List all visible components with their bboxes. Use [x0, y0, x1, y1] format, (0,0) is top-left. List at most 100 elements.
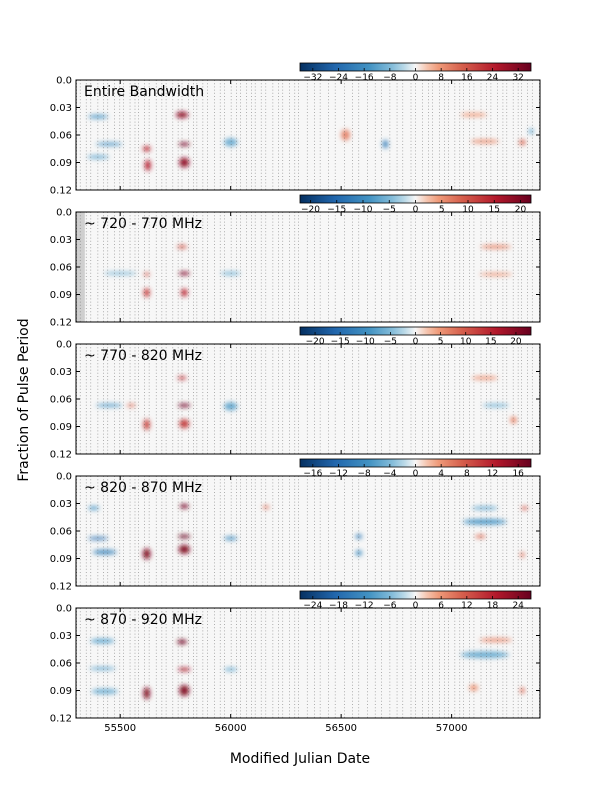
colorbar: −20 −15 −10 −5 0 5 10 15 20	[299, 194, 532, 215]
negative-residual-feature	[482, 403, 510, 408]
x-tick-label: 56500	[325, 723, 357, 734]
negative-residual-feature	[92, 549, 117, 555]
y-tick-label: 0.12	[50, 318, 72, 329]
positive-residual-feature	[178, 667, 191, 672]
colorbar-tick-label: −8	[358, 469, 372, 479]
colorbar-tick-label: −4	[383, 469, 397, 479]
panel-4: 0.0 0.03 0.06 0.09 0.12 ~ 820 - 870 MHz −16 −12…	[50, 458, 541, 593]
plot-background	[76, 344, 540, 454]
negative-residual-feature	[224, 667, 238, 672]
positive-residual-feature	[460, 113, 487, 117]
colorbar-tick-label: −12	[329, 469, 348, 479]
plot-background	[76, 476, 540, 586]
y-tick-label: 0.12	[50, 714, 72, 725]
positive-residual-feature	[175, 111, 189, 119]
positive-residual-feature	[178, 534, 191, 539]
x-axis-label: Modified Julian Date	[230, 751, 370, 767]
colorbar-tick-label: −20	[301, 205, 320, 215]
negative-residual-feature	[382, 140, 389, 149]
heatmap-content	[76, 344, 540, 454]
panel-2: 0.0 0.03 0.06 0.09 0.12 ~ 720 - 770 MHz −20 −15…	[50, 194, 541, 329]
panel-title: ~ 720 - 770 MHz	[84, 216, 202, 232]
colorbar-tick-label: 0	[413, 337, 419, 347]
colorbar-tick-label: −18	[329, 601, 348, 611]
plot-background	[76, 608, 540, 718]
positive-residual-feature	[143, 272, 150, 277]
positive-residual-feature	[179, 503, 189, 509]
positive-residual-feature	[143, 687, 151, 700]
positive-residual-feature	[179, 685, 190, 696]
colorbar-tick-label: 15	[489, 205, 500, 215]
plot-background	[76, 212, 540, 322]
negative-residual-feature	[460, 651, 510, 658]
heatmap-content	[76, 476, 540, 586]
colorbar-tick-label: −20	[306, 337, 325, 347]
colorbar-tick-label: 16	[461, 73, 473, 83]
y-tick-label: 0.06	[50, 395, 72, 406]
y-tick-label: 0.0	[56, 472, 72, 483]
y-tick-label: 0.09	[50, 290, 72, 301]
colorbar-tick-label: 5	[438, 337, 444, 347]
colorbar: −20 −15 −10 −5 0 5 10 15 20	[299, 326, 532, 347]
positive-residual-feature	[177, 245, 188, 249]
negative-residual-feature	[224, 138, 238, 147]
negative-residual-feature	[91, 688, 118, 695]
colorbar-tick-label: −12	[355, 601, 374, 611]
x-tick-label: 56000	[215, 723, 247, 734]
panel-1: 0.0 0.03 0.06 0.09 0.12 Entire Bandwidth −32 −2…	[50, 62, 541, 197]
heatmap-content	[76, 212, 540, 322]
colorbar: −16 −12 −8 −4 0 4 8 12 16	[299, 458, 532, 479]
colorbar-tick-label: −5	[384, 337, 397, 347]
positive-residual-feature	[144, 159, 151, 171]
panel-title: ~ 770 - 820 MHz	[84, 348, 202, 364]
positive-residual-feature	[178, 271, 190, 276]
positive-residual-feature	[179, 157, 190, 168]
colorbar-tick-label: 8	[438, 73, 444, 83]
panel-3: 0.0 0.03 0.06 0.09 0.12 ~ 770 - 820 MHz −20 −15…	[50, 326, 541, 461]
negative-residual-feature	[220, 271, 241, 276]
positive-residual-feature	[479, 638, 513, 642]
y-tick-label: 0.09	[50, 422, 72, 433]
colorbar-tick-label: −8	[383, 73, 397, 83]
colorbar-tick-label: 12	[461, 601, 472, 611]
positive-residual-feature	[480, 245, 512, 249]
y-tick-label: 0.12	[50, 450, 72, 461]
positive-residual-feature	[510, 416, 517, 424]
heatmap-content	[76, 608, 540, 718]
colorbar-tick-label: −10	[354, 205, 373, 215]
colorbar-tick-label: −15	[331, 337, 350, 347]
colorbar-tick-label: 5	[439, 205, 445, 215]
negative-residual-feature	[90, 638, 115, 644]
positive-residual-feature	[179, 419, 190, 429]
positive-residual-feature	[469, 684, 479, 691]
colorbar-tick-label: 15	[485, 337, 496, 347]
negative-residual-feature	[462, 519, 507, 525]
panel-title: ~ 870 - 920 MHz	[84, 612, 202, 628]
colorbar-tick-label: 10	[460, 337, 472, 347]
x-tick-label: 55500	[104, 723, 136, 734]
y-tick-label: 0.0	[56, 76, 72, 87]
colorbar-tick-label: 10	[462, 205, 474, 215]
y-tick-label: 0.0	[56, 604, 72, 615]
colorbar-tick-label: 0	[413, 601, 419, 611]
colorbar-tick-label: −24	[329, 73, 348, 83]
panel-5: 0.0 0.03 0.06 0.09 0.12 55500 56000 56500 57000 ~…	[50, 590, 541, 734]
positive-residual-feature	[471, 376, 499, 380]
y-tick-label: 0.03	[50, 499, 72, 510]
observation-epoch-lines	[76, 212, 540, 322]
negative-residual-feature	[528, 128, 534, 135]
positive-residual-feature	[520, 552, 525, 558]
y-axis-label: Fraction of Pulse Period	[16, 318, 32, 481]
heatmap-content	[76, 80, 540, 190]
colorbar-tick-label: −5	[383, 205, 396, 215]
y-tick-label: 0.03	[50, 367, 72, 378]
y-tick-label: 0.06	[50, 659, 72, 670]
positive-residual-feature	[519, 139, 526, 146]
colorbar-tick-label: 0	[413, 469, 419, 479]
positive-residual-feature	[474, 534, 486, 539]
positive-residual-feature	[520, 687, 525, 694]
negative-residual-feature	[89, 667, 116, 670]
colorbar-tick-label: 24	[512, 601, 524, 611]
